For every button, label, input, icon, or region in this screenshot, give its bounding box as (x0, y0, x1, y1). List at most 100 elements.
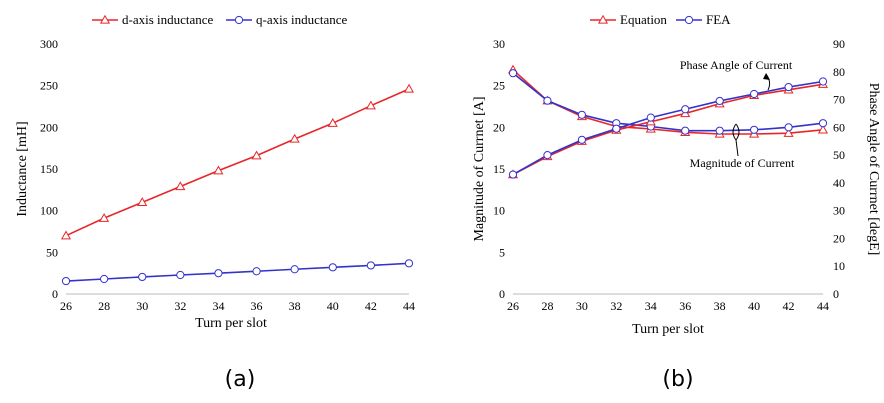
panel-b-series-3-marker (577, 135, 586, 144)
magnitude-annotation: Magnitude of Current (690, 156, 795, 170)
panel-b-series-3-marker (681, 105, 690, 114)
panel-a-x-tick-label: 42 (365, 299, 377, 313)
panel-a-y-tick-label: 50 (46, 245, 58, 259)
panel-a-label: (a) (225, 367, 256, 392)
panel-b-label: (b) (662, 367, 693, 392)
panel-b-y-tick-label: 25 (493, 79, 505, 93)
panel-a-x-tick-label: 36 (251, 299, 263, 313)
panel-a-series-0-marker (99, 212, 110, 222)
panel-a-x-axis-label: Turn per slot (195, 316, 267, 331)
panel-b-x-tick-label: 40 (748, 299, 760, 313)
panel-b-series-3-marker (818, 77, 828, 86)
panel-b-series-0-marker (783, 127, 794, 137)
panel-b-x-axis-label: Turn per slot (632, 322, 704, 337)
legend-d-axis-swatch-marker (99, 14, 111, 24)
panel-b-y-tick-label: 0 (499, 287, 505, 301)
panel-a-series-0-marker (60, 230, 72, 240)
panel-a-y-axis-label: Inductance [mH] (15, 121, 30, 216)
magnitude-leader-line (735, 139, 739, 157)
panel-b-y-tick-label: 5 (499, 245, 505, 259)
panel-a-x-tick-label: 40 (327, 299, 339, 313)
panel-b-y-tick-label: 30 (493, 37, 505, 51)
panel-b-series-1-marker (508, 69, 518, 78)
panel-b-x-tick-label: 38 (714, 299, 726, 313)
panel-b-series-3-marker (508, 170, 518, 179)
panel-b-series-3-marker (750, 89, 759, 99)
magnitude-bracket-right (735, 123, 740, 141)
panel-b-y-tick-label: 15 (493, 162, 505, 176)
panel-b-series-1-marker (715, 126, 724, 135)
panel-a-legend: d-axis inductance q-axis inductance (92, 12, 348, 27)
panel-a-x-tick-label: 44 (403, 299, 415, 313)
panel-a-series-1-marker (100, 274, 109, 284)
panel-b-series-0-line (512, 69, 824, 135)
panel-b-series-1-marker (818, 119, 828, 128)
phase-angle-arrowhead (763, 73, 770, 80)
panel-b-series-3-line (512, 80, 824, 176)
panel-a-x-tick-label: 26 (60, 299, 72, 313)
panel-a-y-tick-label: 0 (52, 287, 58, 301)
panel-b-series-3-marker (612, 124, 621, 133)
panel-b-y2-tick-label: 80 (833, 65, 845, 79)
panel-a-x-tick-label: 38 (289, 299, 301, 313)
panel-a-y-tick-label: 250 (40, 79, 58, 93)
panel-b-series-2-line (512, 83, 824, 176)
legend-equation-label: Equation (620, 12, 667, 27)
panel-b-x-tick-label: 42 (783, 299, 795, 313)
panel-a-series-1-line (65, 262, 410, 282)
panel-a-series-0-line (65, 88, 410, 237)
panel-a-series-0-marker (403, 83, 415, 93)
panel-b-y2-tick-label: 30 (833, 204, 845, 218)
panel-b-series-3-marker (543, 151, 552, 160)
panel-a-series-1-marker (176, 270, 185, 280)
panel-b-x-tick-label: 36 (679, 299, 691, 313)
panel-b-x-tick-label: 28 (541, 299, 553, 313)
panel-b-y-axis-label: Magnitude of Currnet [A] (472, 96, 487, 241)
panel-b-y2-tick-label: 10 (833, 259, 845, 273)
panel-a-series-0-marker (175, 181, 186, 191)
panel-a-series-0-marker (213, 165, 224, 175)
panel-b-x-tick-label: 30 (576, 299, 588, 313)
panel-a-x-tick-label: 32 (174, 299, 186, 313)
panel-b-chart: 26 28 30 32 34 36 38 40 42 44 0 5 10 15 20 25 30 0 10 20 30 4… (472, 12, 881, 392)
panel-a-series-1-marker (252, 267, 261, 276)
panel-a-series-1-marker (138, 272, 147, 282)
panel-b-series-3-marker (646, 113, 655, 122)
legend-q-axis-swatch-marker (234, 15, 244, 25)
legend-equation-swatch-marker (597, 14, 609, 24)
panel-b-series-1-marker (543, 96, 552, 105)
panel-a-series-1-marker (214, 269, 223, 278)
panel-b-series-0-marker (817, 124, 829, 134)
legend-d-axis-label: d-axis inductance (122, 12, 214, 27)
panel-a-x-tick-label: 30 (136, 299, 148, 313)
panel-b-x-tick-label: 34 (645, 299, 657, 313)
panel-b-x-tick-label: 44 (817, 299, 829, 313)
panel-b-y-tick-label: 20 (493, 120, 505, 134)
magnitude-bracket-left (732, 123, 737, 141)
panel-b-series-3-marker (715, 96, 724, 106)
legend-q-axis-label: q-axis inductance (256, 12, 348, 27)
panel-a-series-1-marker (404, 259, 414, 268)
panel-a-x-tick-label: 28 (98, 299, 110, 313)
panel-b-series-1-marker (577, 110, 586, 119)
panel-b-series-3-marker (784, 82, 793, 92)
panel-b-series-1-marker (681, 126, 690, 135)
panel-a-series-0-marker (251, 150, 262, 160)
panel-a-series-1-marker (290, 265, 299, 274)
panel-b-y-tick-label: 10 (493, 204, 505, 218)
panel-a-series-0-marker (137, 197, 148, 206)
panel-b-series-1-marker (750, 125, 759, 134)
panel-b-x-tick-label: 26 (507, 299, 519, 313)
panel-a-series-0-marker (327, 117, 338, 127)
panel-a-x-tick-label: 34 (212, 299, 224, 313)
panel-a-y-tick-label: 100 (40, 204, 58, 218)
panel-b-legend: Equation FEA (590, 12, 731, 27)
panel-b-y2-tick-label: 40 (833, 176, 845, 190)
panel-b-y2-tick-label: 0 (833, 287, 839, 301)
panel-b-y2-tick-label: 90 (833, 37, 845, 51)
panel-a-series-0-marker (289, 133, 300, 143)
legend-fea-swatch-marker (684, 15, 694, 25)
panel-b-y2-tick-label: 70 (833, 93, 845, 107)
panel-a-y-tick-label: 200 (40, 120, 58, 134)
